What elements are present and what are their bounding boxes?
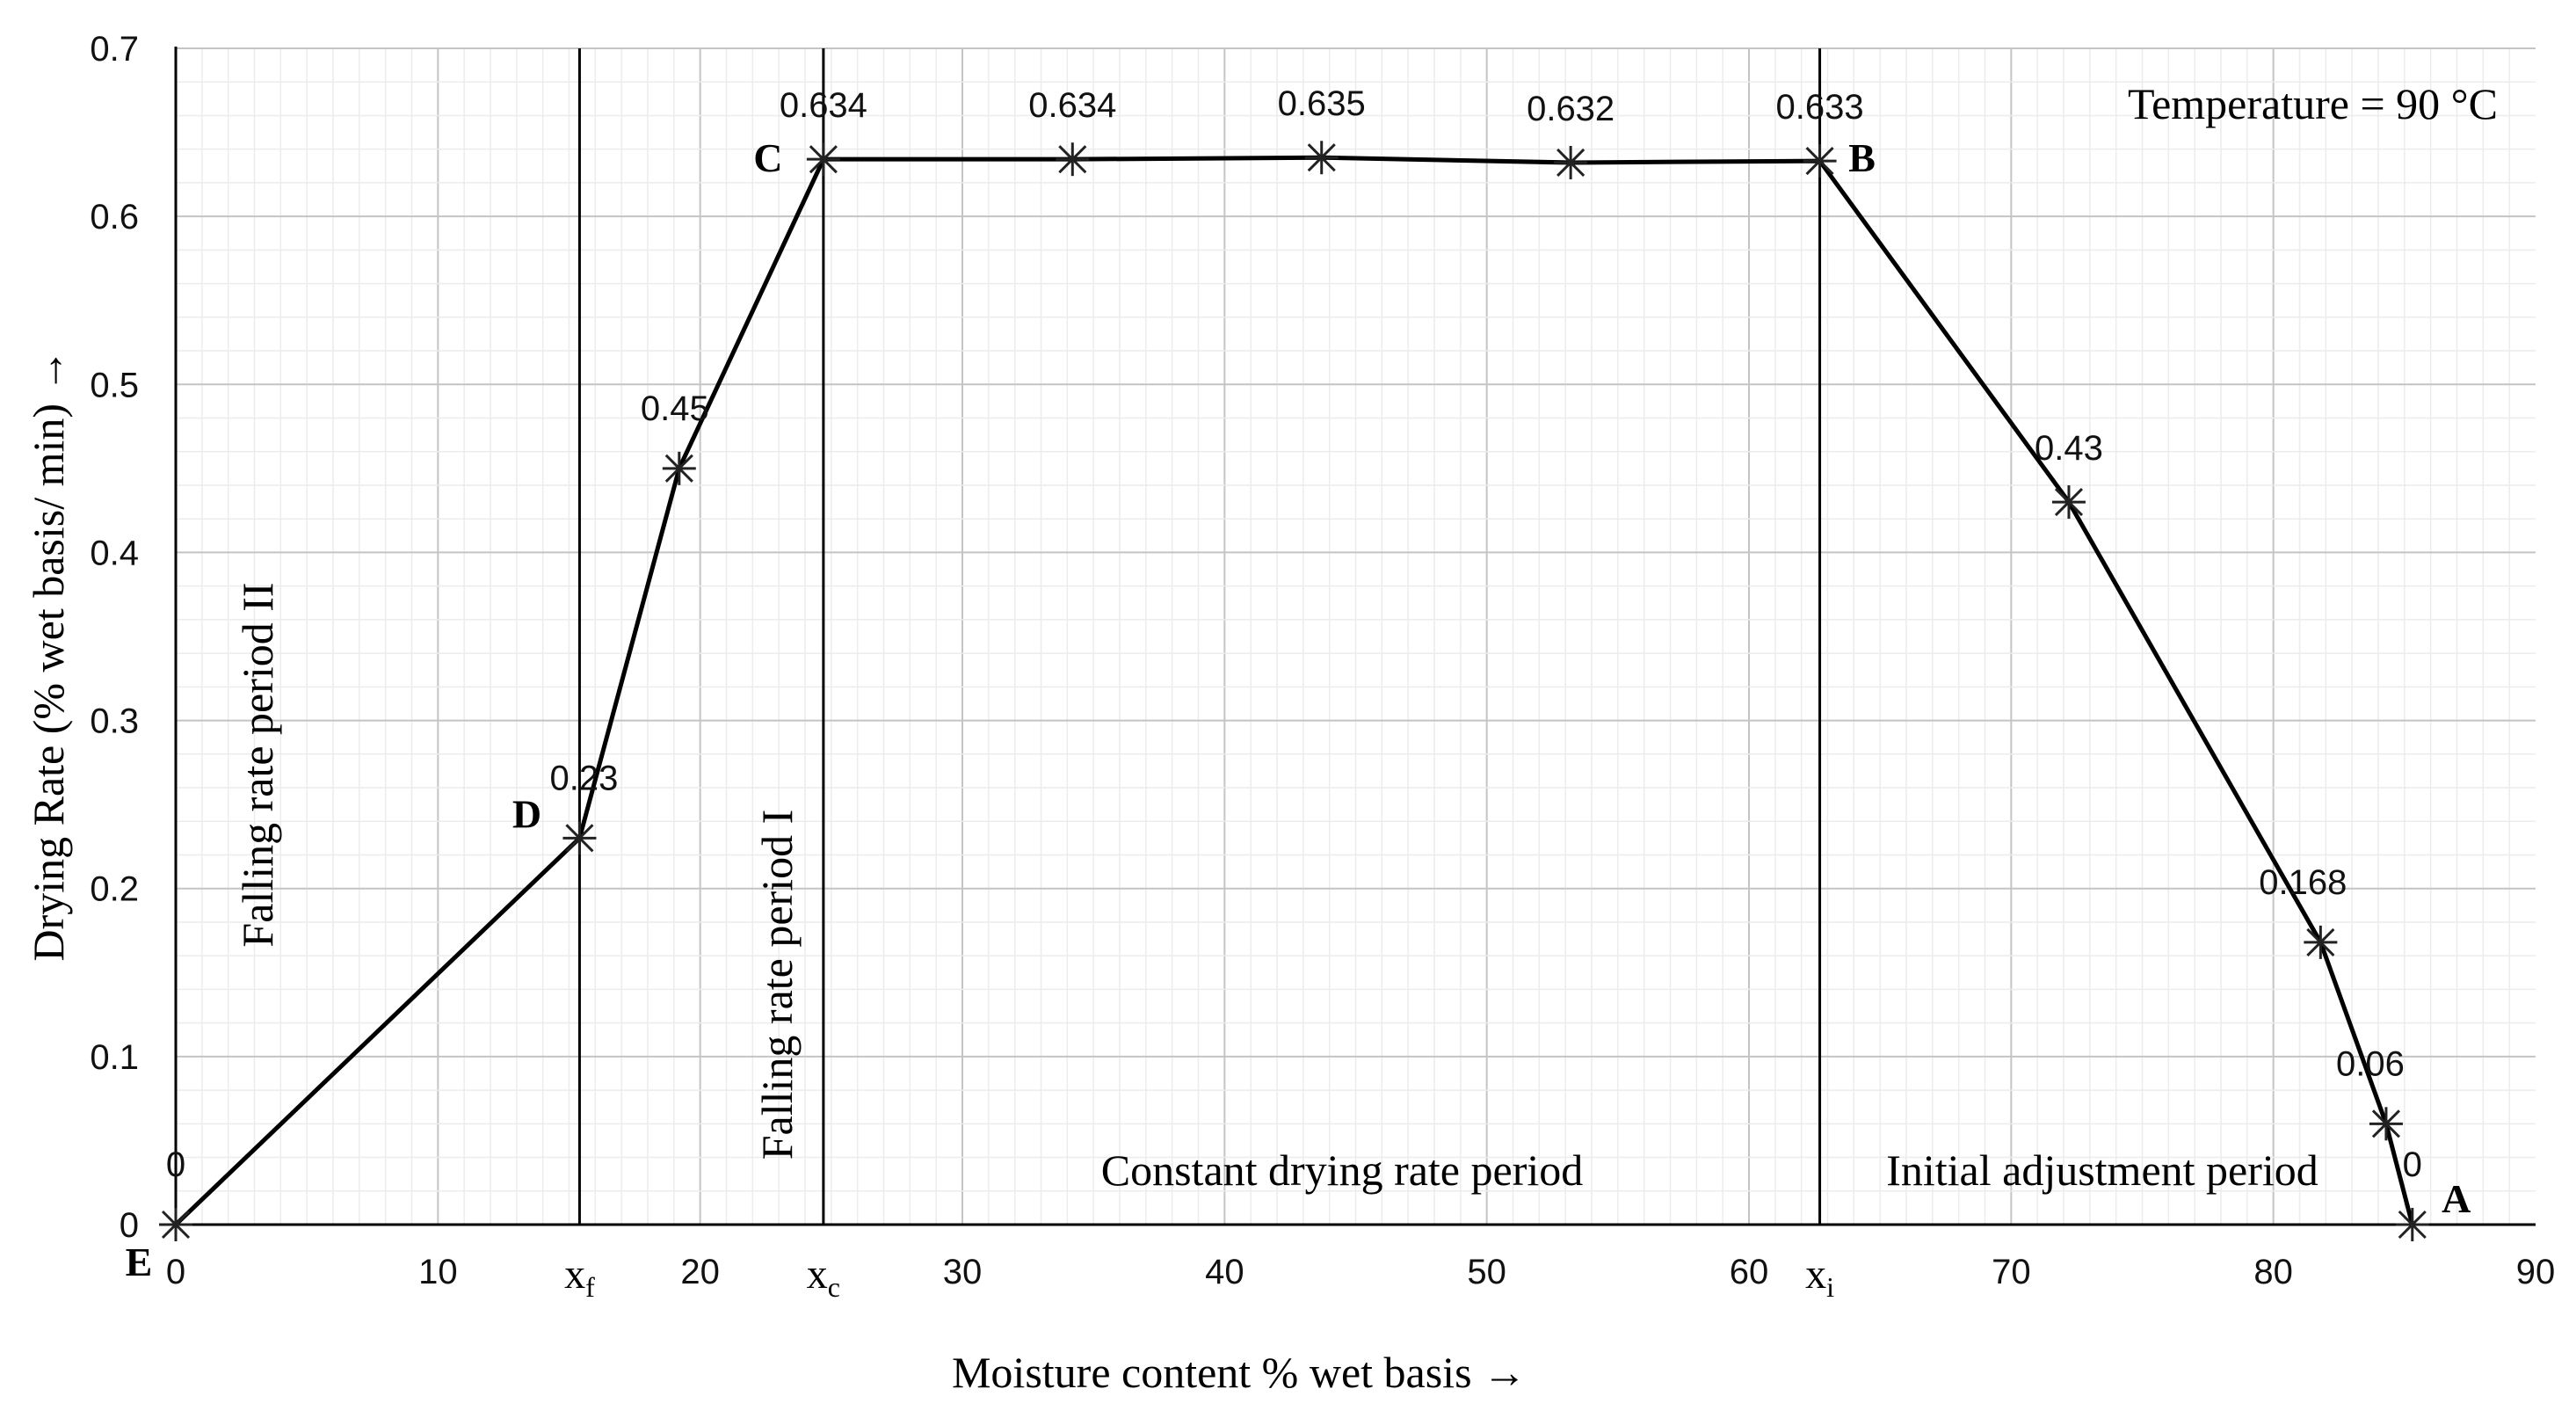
data-label: 0.06 — [2336, 1044, 2405, 1083]
x-tick-label: 30 — [943, 1253, 983, 1291]
period-label-falling-rate-2: Falling rate period II — [233, 582, 282, 947]
point-label-e: E — [126, 1240, 153, 1284]
y-tick-label: 0.4 — [90, 534, 139, 572]
point-label-c: C — [753, 135, 782, 180]
data-label: 0.635 — [1278, 84, 1366, 123]
data-point-marker — [2369, 1107, 2403, 1141]
period-label-falling-rate-1: Falling rate period I — [752, 810, 802, 1160]
data-point-marker — [2051, 485, 2086, 520]
y-tick-label: 0.7 — [90, 30, 139, 69]
x-marker-label-xi: xi — [1805, 1251, 1834, 1303]
data-point-marker — [159, 1208, 192, 1241]
data-label: 0.23 — [550, 759, 619, 797]
x-tick-label: 10 — [418, 1253, 458, 1291]
x-tick-label: 90 — [2516, 1253, 2556, 1291]
data-point-marker — [1554, 145, 1588, 179]
x-tick-label: 80 — [2253, 1253, 2293, 1291]
x-tick-label: 60 — [1730, 1253, 1769, 1291]
x-tick-label: 50 — [1467, 1253, 1506, 1291]
data-label: 0.634 — [1028, 86, 1116, 125]
y-tick-label: 0 — [120, 1206, 139, 1245]
x-tick-label: 40 — [1205, 1253, 1244, 1291]
x-tick-label: 70 — [1992, 1253, 2031, 1291]
y-tick-label: 0.3 — [90, 702, 139, 741]
grid — [176, 47, 2536, 1225]
point-label-a: A — [2442, 1176, 2471, 1221]
data-label: 0.634 — [780, 86, 867, 125]
axes: xf xc xi 0 0.1 0.2 0.3 0.4 0.5 0.6 0.7 0 10 20 30 40 50 6… — [90, 30, 2555, 1303]
data-point-marker — [2304, 925, 2338, 959]
data-labels: 0 0.23 0.45 0.634 0.634 0.635 0.632 0.633 0.43 0.… — [126, 84, 2471, 1284]
data-point-marker — [1304, 141, 1339, 175]
x-tick-label: 20 — [680, 1253, 720, 1291]
data-point-marker — [662, 451, 696, 485]
data-label: 0.43 — [2035, 429, 2103, 468]
y-axis-title: Drying Rate (% wet basis/ min) → — [24, 348, 73, 961]
y-tick-label: 0.5 — [90, 366, 139, 404]
data-point-marker — [562, 821, 597, 855]
data-label: 0.45 — [641, 389, 709, 428]
data-label: 0.168 — [2259, 863, 2347, 902]
x-marker-label-xf: xf — [564, 1251, 595, 1303]
y-tick-label: 0.1 — [90, 1038, 139, 1077]
series-line — [174, 155, 2415, 1226]
data-point-marker — [806, 142, 840, 177]
data-label: 0 — [2403, 1145, 2422, 1184]
y-tick-label: 0.6 — [90, 198, 139, 236]
x-axis-title: Moisture content % wet basis → — [952, 1348, 1527, 1397]
y-tick-label: 0.2 — [90, 870, 139, 909]
x-marker-label-xc: xc — [807, 1251, 840, 1303]
data-point-marker — [1803, 144, 1837, 178]
series-drying-rate — [159, 141, 2429, 1241]
data-point-marker — [1056, 142, 1090, 177]
period-label-constant-rate: Constant drying rate period — [1101, 1145, 1584, 1195]
data-label: 0.632 — [1527, 90, 1615, 128]
period-label-initial-adjustment: Initial adjustment period — [1886, 1145, 2318, 1195]
data-label: 0.633 — [1775, 88, 1863, 127]
temperature-annotation: Temperature = 90 °C — [2128, 79, 2498, 128]
data-label: 0 — [166, 1145, 185, 1184]
vertical-marker-lines — [577, 48, 1822, 1225]
point-label-b: B — [1848, 135, 1876, 180]
x-tick-label: 0 — [166, 1253, 185, 1291]
data-point-marker — [2395, 1208, 2429, 1241]
point-label-d: D — [512, 791, 541, 836]
